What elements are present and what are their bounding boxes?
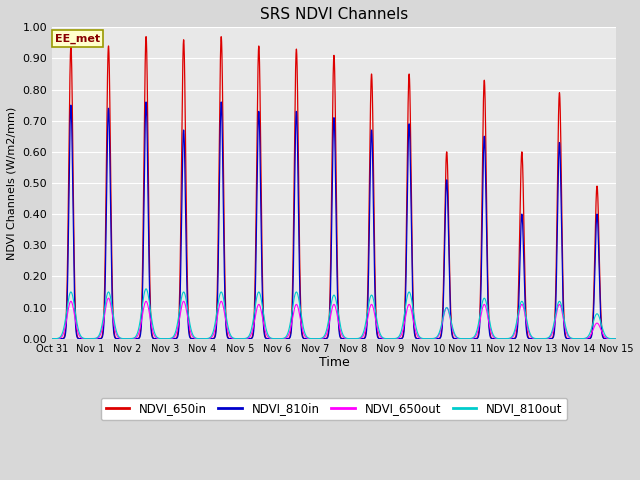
NDVI_810out bbox=[412, 324, 420, 329]
NDVI_810in bbox=[610, 336, 618, 342]
NDVI_650out bbox=[492, 336, 500, 341]
NDVI_650in bbox=[612, 336, 620, 342]
NDVI_650out bbox=[412, 329, 420, 335]
Y-axis label: NDVI Channels (W/m2/mm): NDVI Channels (W/m2/mm) bbox=[7, 107, 17, 260]
Line: NDVI_810out: NDVI_810out bbox=[52, 289, 616, 339]
NDVI_650out bbox=[612, 336, 620, 342]
NDVI_650in bbox=[163, 336, 171, 342]
NDVI_810in bbox=[492, 336, 500, 342]
NDVI_650in bbox=[169, 336, 177, 342]
NDVI_650out bbox=[105, 295, 113, 301]
X-axis label: Time: Time bbox=[319, 356, 349, 369]
NDVI_650in bbox=[142, 34, 150, 39]
NDVI_810out bbox=[612, 336, 620, 342]
NDVI_650in bbox=[492, 336, 500, 342]
NDVI_650out bbox=[48, 336, 56, 342]
NDVI_650in bbox=[48, 336, 56, 342]
Text: EE_met: EE_met bbox=[55, 34, 100, 44]
Legend: NDVI_650in, NDVI_810in, NDVI_650out, NDVI_810out: NDVI_650in, NDVI_810in, NDVI_650out, NDV… bbox=[101, 397, 567, 420]
NDVI_650out bbox=[610, 336, 618, 342]
NDVI_650in bbox=[412, 335, 420, 340]
NDVI_650in bbox=[259, 305, 267, 311]
Line: NDVI_810in: NDVI_810in bbox=[52, 102, 616, 339]
NDVI_810in bbox=[142, 99, 150, 105]
NDVI_810in bbox=[612, 336, 620, 342]
NDVI_650out bbox=[259, 318, 267, 324]
NDVI_810in bbox=[48, 336, 56, 342]
NDVI_810out bbox=[169, 335, 177, 340]
NDVI_810out bbox=[163, 336, 171, 342]
NDVI_810out bbox=[259, 309, 267, 315]
NDVI_810out bbox=[142, 286, 150, 292]
Line: NDVI_650in: NDVI_650in bbox=[52, 36, 616, 339]
Title: SRS NDVI Channels: SRS NDVI Channels bbox=[260, 7, 408, 22]
NDVI_810out bbox=[492, 335, 500, 341]
NDVI_810out bbox=[610, 336, 618, 342]
NDVI_650out bbox=[163, 336, 171, 342]
Line: NDVI_650out: NDVI_650out bbox=[52, 298, 616, 339]
NDVI_810in bbox=[259, 317, 267, 323]
NDVI_650out bbox=[169, 335, 177, 341]
NDVI_810in bbox=[169, 336, 177, 342]
NDVI_650in bbox=[610, 336, 618, 342]
NDVI_810out bbox=[48, 336, 56, 342]
NDVI_810in bbox=[163, 336, 171, 342]
NDVI_810in bbox=[412, 335, 420, 341]
